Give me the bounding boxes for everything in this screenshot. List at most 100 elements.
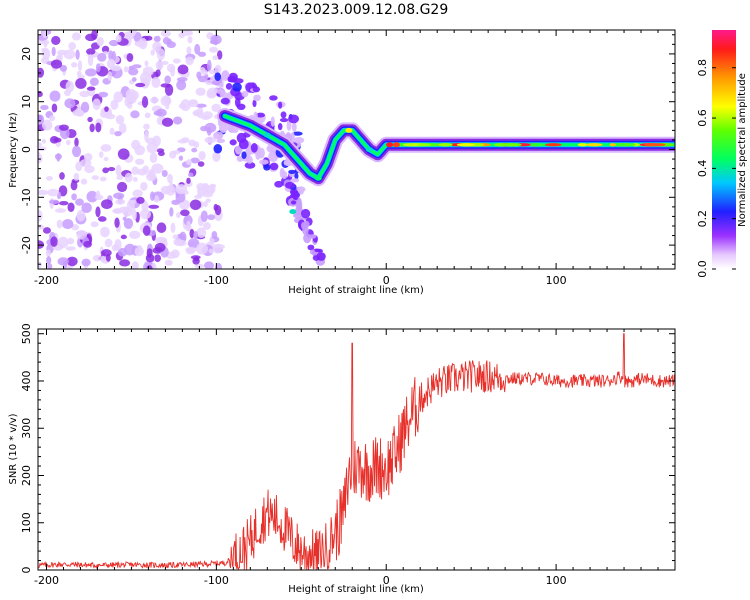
noise-blob (186, 177, 191, 184)
noise-blob (124, 243, 136, 256)
noise-blob (56, 153, 61, 162)
noise-blob (91, 30, 98, 40)
noise-blob (116, 181, 128, 193)
noise-blob (149, 152, 158, 164)
noise-blob (164, 259, 173, 266)
noise-blob (146, 265, 153, 269)
noise-blob (134, 158, 145, 165)
noise-blob (166, 41, 176, 49)
branch-blob (309, 249, 316, 255)
transition-blob (246, 155, 253, 164)
colorbar-tick-label: 0.2 (696, 210, 709, 228)
noise-blob (140, 182, 148, 191)
noise-blob (125, 88, 137, 101)
noise-blob (211, 103, 221, 112)
noise-blob (66, 237, 75, 245)
noise-blob (120, 234, 127, 240)
x-tick-label: 0 (383, 574, 390, 587)
hot-spot (289, 209, 297, 215)
noise-blob (66, 256, 78, 267)
noise-blob (59, 64, 68, 72)
noise-blob (175, 184, 188, 195)
noise-blob (173, 238, 183, 246)
noise-blob (129, 199, 137, 204)
transition-blob (269, 95, 278, 101)
noise-blob (46, 175, 53, 181)
noise-blob (187, 238, 200, 249)
noise-blob (157, 151, 165, 157)
noise-blob (38, 146, 47, 152)
noise-blob (75, 198, 84, 206)
noise-blob (211, 230, 218, 240)
noise-blob (143, 123, 150, 130)
tone-segment (643, 143, 666, 147)
noise-blob (54, 208, 66, 213)
branch-blob (293, 212, 302, 219)
noise-blob (76, 209, 86, 222)
noise-blob (196, 71, 202, 79)
noise-blob (100, 144, 112, 152)
branch-blob (308, 234, 317, 239)
y-tick-label: -20 (20, 236, 33, 254)
noise-blob (165, 104, 170, 110)
noise-blob (150, 97, 159, 104)
noise-blob (187, 35, 193, 44)
noise-blob (129, 230, 141, 239)
noise-blob (197, 51, 207, 57)
noise-blob (156, 48, 166, 61)
branch-blob (300, 208, 311, 219)
noise-blob (198, 150, 206, 161)
noise-blob (169, 150, 177, 159)
noise-blob (141, 96, 149, 108)
snr-background (38, 329, 675, 570)
noise-blob (89, 77, 99, 87)
noise-blob (186, 46, 192, 55)
noise-blob (139, 71, 152, 84)
noise-blob (126, 53, 134, 62)
noise-blob (202, 222, 211, 230)
colorbar-tick-label: 0.6 (696, 109, 709, 127)
branch-blob (303, 220, 310, 228)
noise-blob (98, 91, 109, 98)
snr-series-line (38, 333, 675, 570)
noise-blob (51, 35, 61, 45)
noise-blob (160, 83, 171, 88)
noise-blob (123, 31, 136, 38)
x-tick-label: 100 (546, 274, 567, 287)
branch-blob (285, 181, 295, 189)
noise-blob (114, 217, 120, 228)
snr-ticks: -200 -100 0 100 0 100 200 300 400 500 (20, 323, 676, 587)
tone-segment (545, 143, 562, 147)
noise-blob (71, 193, 77, 201)
transition-blob (228, 75, 238, 83)
noise-blob (115, 114, 125, 125)
noise-blob (50, 59, 63, 69)
noise-blob (86, 86, 96, 91)
tone-segment (456, 143, 475, 147)
noise-blob (131, 261, 139, 269)
snr-y-tick-label: 100 (20, 512, 33, 533)
noise-blob (139, 208, 151, 220)
noise-blob (95, 63, 101, 73)
transition-blob (290, 178, 300, 183)
transition-blob (225, 83, 233, 90)
noise-blob (47, 263, 53, 269)
transition-blob (241, 151, 247, 159)
noise-blob (51, 103, 58, 113)
noise-blob (108, 50, 114, 61)
noise-blob (194, 43, 201, 55)
noise-blob (58, 201, 69, 206)
noise-blob (155, 60, 164, 70)
x-tick-label: -200 (34, 274, 59, 287)
noise-blob (50, 236, 58, 247)
noise-blob (209, 39, 219, 45)
spectrogram-xlabel: Height of straight line (km) (288, 285, 424, 296)
noise-blob (41, 119, 53, 131)
noise-blob (151, 163, 164, 174)
noise-blob (38, 142, 43, 147)
transition-blob (291, 121, 297, 133)
noise-blob (170, 66, 176, 77)
snr-xlabel: Height of straight line (km) (288, 584, 424, 595)
transition-blob (269, 162, 279, 171)
noise-blob (210, 184, 216, 194)
